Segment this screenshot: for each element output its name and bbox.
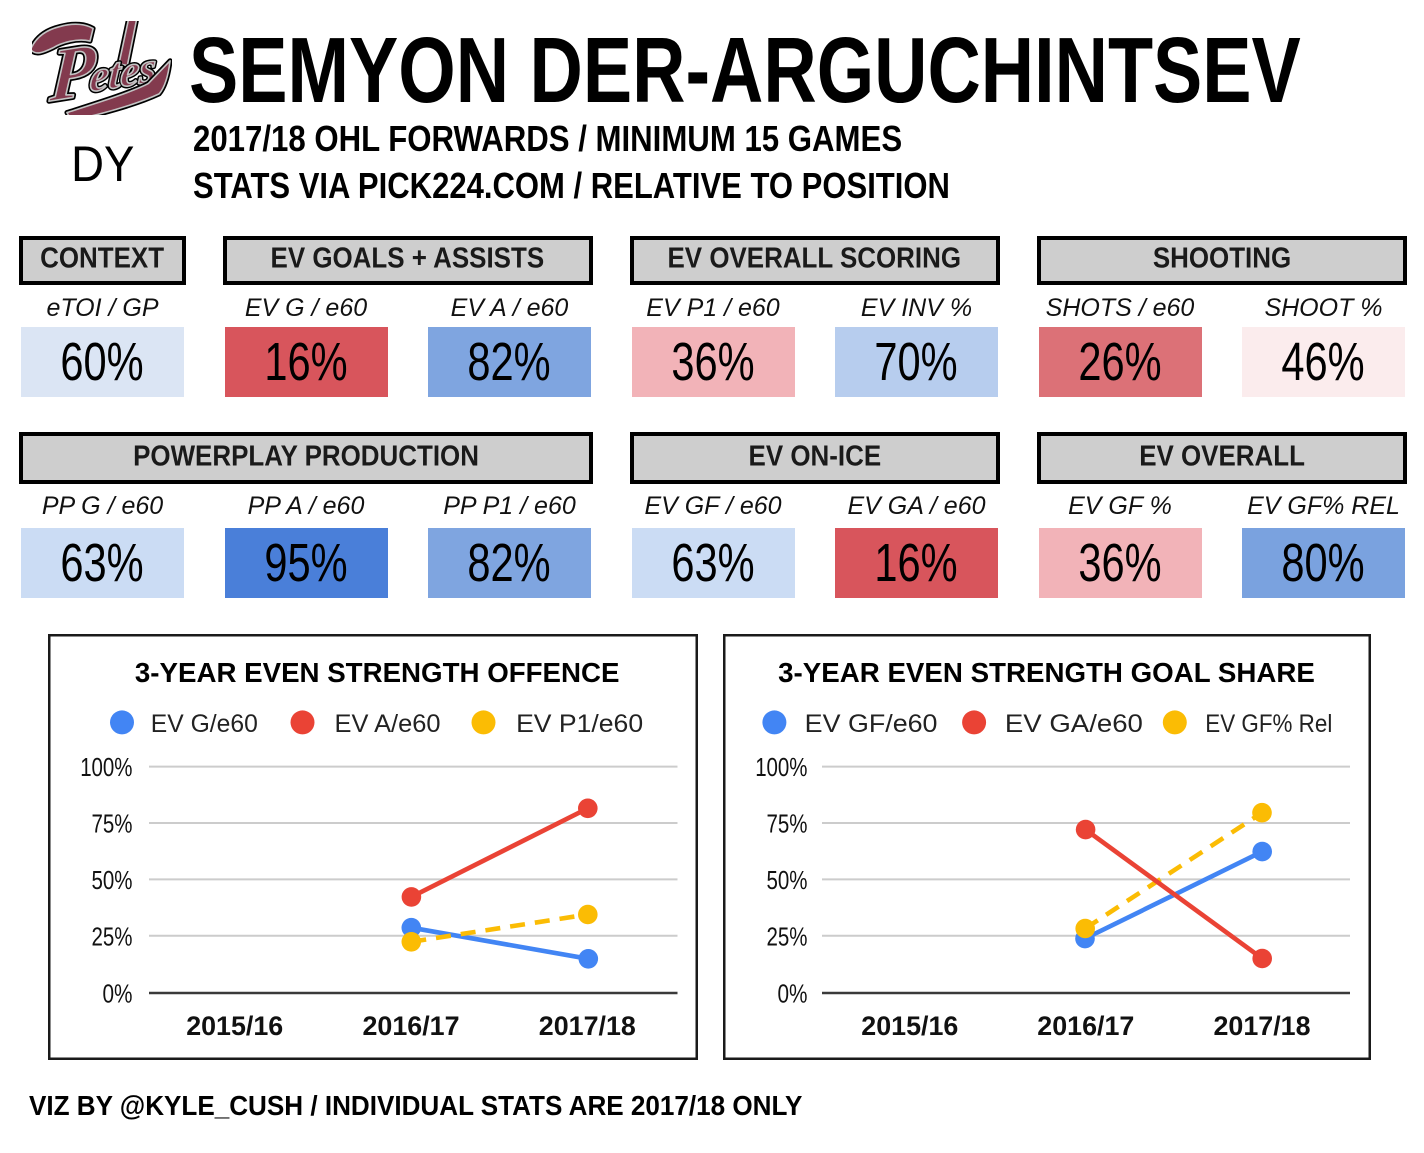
svg-text:3-YEAR EVEN STRENGTH GOAL SHAR: 3-YEAR EVEN STRENGTH GOAL SHARE: [778, 657, 1315, 688]
svg-text:EV GF% Rel: EV GF% Rel: [1205, 710, 1332, 738]
svg-text:50%: 50%: [91, 865, 132, 895]
svg-text:EV GF/e60: EV GF/e60: [804, 710, 937, 738]
svg-text:25%: 25%: [91, 921, 132, 951]
svg-text:EV G/e60: EV G/e60: [150, 710, 257, 738]
svg-text:100%: 100%: [80, 752, 132, 782]
svg-text:0%: 0%: [102, 979, 132, 1009]
svg-text:EV A/e60: EV A/e60: [334, 710, 440, 738]
svg-text:2017/18: 2017/18: [1213, 1011, 1310, 1041]
svg-text:2015/16: 2015/16: [186, 1011, 283, 1041]
svg-text:50%: 50%: [766, 865, 807, 895]
svg-text:75%: 75%: [766, 809, 807, 839]
svg-text:2015/16: 2015/16: [861, 1011, 958, 1041]
svg-text:0%: 0%: [777, 979, 807, 1009]
svg-text:2016/17: 2016/17: [362, 1011, 459, 1041]
svg-text:2017/18: 2017/18: [538, 1011, 635, 1041]
svg-text:2016/17: 2016/17: [1037, 1011, 1134, 1041]
svg-text:EV GA/e60: EV GA/e60: [1004, 710, 1142, 738]
svg-text:75%: 75%: [91, 809, 132, 839]
svg-text:3-YEAR EVEN STRENGTH OFFENCE: 3-YEAR EVEN STRENGTH OFFENCE: [134, 657, 619, 688]
svg-text:25%: 25%: [766, 921, 807, 951]
svg-text:100%: 100%: [755, 752, 807, 782]
svg-text:EV P1/e60: EV P1/e60: [516, 710, 643, 738]
